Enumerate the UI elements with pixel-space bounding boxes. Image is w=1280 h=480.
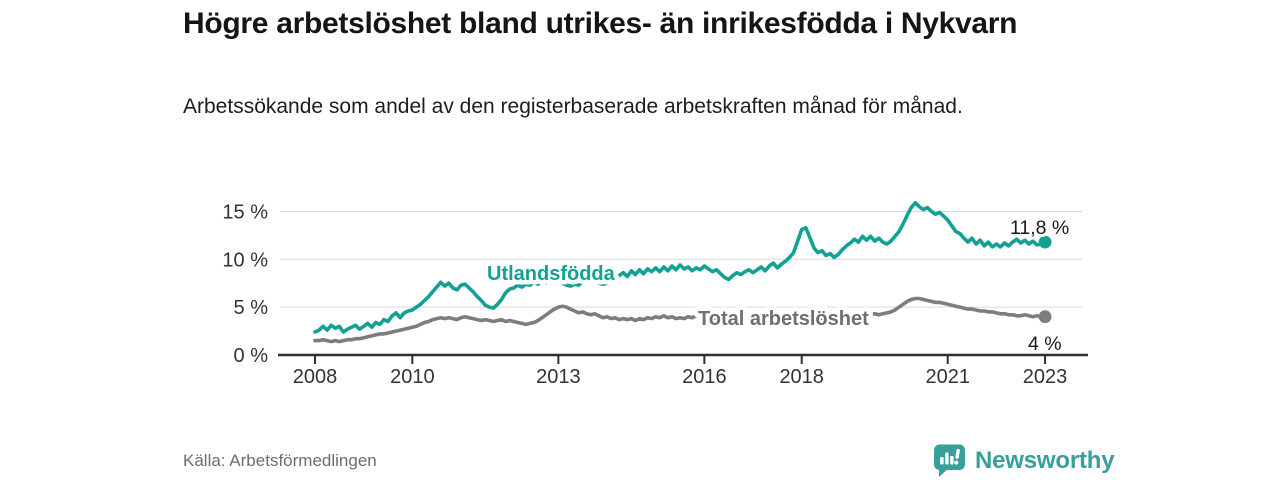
x-tick-label: 2013 [536, 366, 581, 388]
end-value-label-total: 4 % [1028, 333, 1062, 355]
chart-subtitle: Arbetssökande som andel av den registerb… [183, 95, 963, 118]
series-label-total-arbetsloshet: Total arbetslöshet [698, 308, 869, 330]
source-note: Källa: Arbetsförmedlingen [183, 451, 377, 470]
x-tick-label: 2023 [1023, 366, 1068, 388]
brand-logo: Newsworthy [934, 444, 1115, 478]
series-end-dot-total-arbetsl-shet [1038, 310, 1052, 324]
series-line-utlandsf-dda [313, 201, 1047, 334]
x-tick-label: 2016 [682, 366, 727, 388]
x-tick-label: 2010 [390, 366, 435, 388]
end-value-label-utlandsfodda: 11,8 % [1010, 217, 1069, 239]
page-title: Högre arbetslöshet bland utrikes- än inr… [183, 7, 1018, 40]
series-end-dot-utlandsf-dda [1038, 235, 1052, 249]
y-tick-label: 0 % [234, 345, 269, 367]
y-tick-label: 15 % [222, 201, 268, 223]
series-label-utlandsfodda: Utlandsfödda [487, 263, 616, 285]
newsworthy-icon [934, 444, 965, 477]
x-tick-label: 2018 [779, 366, 824, 388]
x-tick-label: 2021 [925, 366, 970, 388]
y-tick-label: 5 % [234, 297, 269, 319]
x-tick-label: 2008 [293, 366, 338, 388]
series-line-total-arbetsl-shet [313, 296, 1047, 344]
brand-wordmark: Newsworthy [975, 447, 1115, 474]
chart-generated-layer: 0 % 5 % 10 % 15 % 2008 2010 2013 2016 2018 2021 20… [222, 201, 1088, 388]
y-tick-label: 10 % [222, 249, 268, 271]
